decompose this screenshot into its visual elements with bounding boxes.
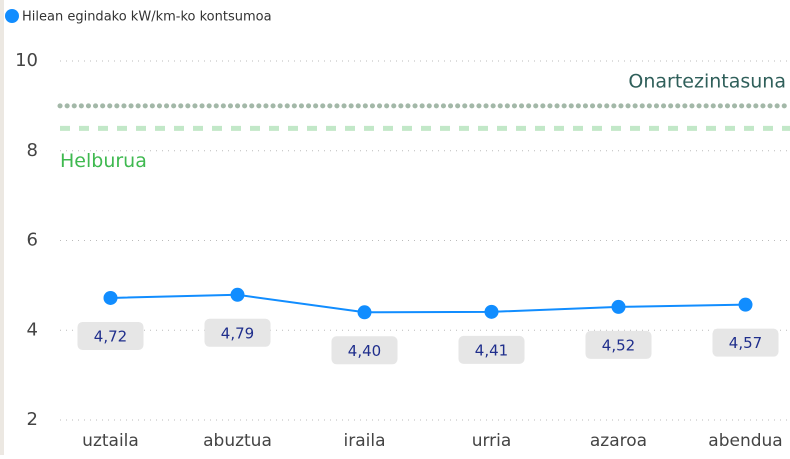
data-point	[738, 297, 753, 312]
legend-label: Hilean egindako kW/km-ko kontsumoa	[22, 10, 272, 25]
x-tick-label: abuztua	[203, 431, 272, 451]
data-label: 4,57	[729, 334, 762, 352]
data-point	[611, 299, 626, 314]
data-label: 4,41	[475, 341, 508, 359]
y-tick-label: 6	[27, 230, 38, 251]
y-tick-label: 10	[15, 50, 38, 71]
reference-label: Helburua	[60, 150, 147, 172]
reference-label: Onartezintasuna	[628, 70, 786, 92]
data-point	[484, 304, 499, 319]
data-label-box	[77, 321, 144, 350]
data-label: 4,79	[221, 324, 254, 342]
x-tick-label: iraila	[344, 431, 386, 451]
data-point	[103, 290, 118, 305]
data-label: 4,52	[602, 336, 635, 354]
data-label-box	[712, 328, 779, 357]
data-point	[230, 287, 245, 302]
data-label-box	[204, 318, 271, 347]
data-label: 4,40	[348, 342, 381, 360]
frame-edge	[0, 0, 4, 455]
data-label-box	[585, 330, 652, 359]
data-label-box	[458, 335, 525, 364]
data-label-box	[331, 336, 398, 365]
x-tick-label: uztaila	[82, 431, 139, 451]
y-tick-label: 4	[27, 319, 38, 340]
series-line	[110, 293, 746, 314]
x-tick-label: urria	[472, 431, 512, 451]
y-tick-label: 2	[27, 409, 38, 430]
legend-marker	[5, 9, 19, 23]
y-tick-label: 8	[27, 140, 38, 161]
x-tick-label: abendua	[708, 431, 782, 451]
x-tick-label: azaroa	[590, 431, 647, 451]
data-label: 4,72	[94, 327, 127, 345]
data-point	[357, 305, 372, 320]
